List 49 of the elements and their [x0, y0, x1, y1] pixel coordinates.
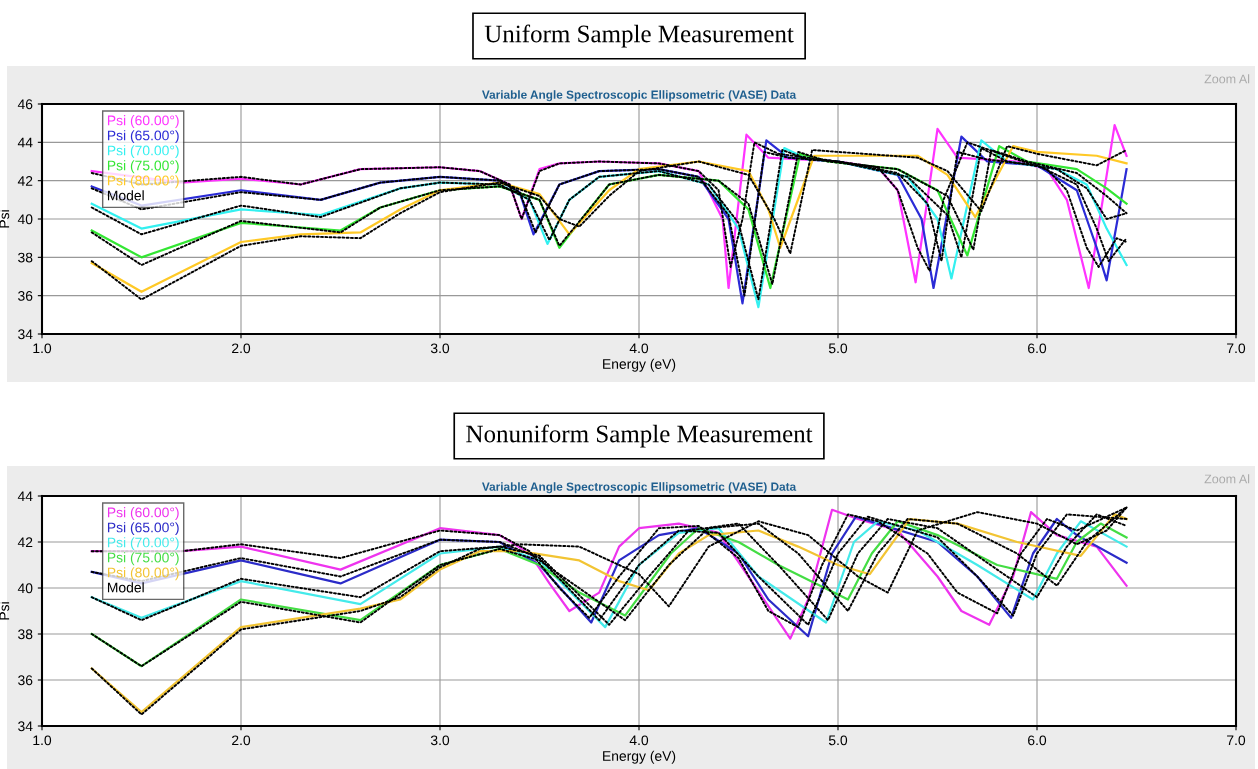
- x-tick-label: 7.0: [1227, 735, 1246, 746]
- x-tick-label: 5.0: [828, 735, 848, 746]
- x-tick-label: 6.0: [1028, 343, 1047, 354]
- chart-title: Nonuniform Sample Measurement: [466, 424, 813, 448]
- y-tick-label: 36: [18, 675, 33, 686]
- x-tick-label: 5.0: [828, 343, 848, 354]
- x-tick-label: 1.0: [33, 343, 52, 354]
- y-tick-label: 42: [17, 537, 33, 548]
- text: Model: [107, 582, 144, 593]
- text: Zoom Al: [1204, 474, 1250, 484]
- x-tick-label: 3.0: [430, 343, 450, 354]
- text: Psi (70.00°): [107, 537, 179, 551]
- x-axis-title: Energy (eV): [603, 750, 676, 764]
- x-axis-title: Energy (eV): [603, 358, 676, 372]
- text: Psi (80.00°): [107, 175, 179, 189]
- x-tick-label: 1.0: [33, 735, 52, 746]
- text: Psi (70.00°): [107, 145, 179, 159]
- y-tick-label: 44: [17, 491, 33, 502]
- x-tick-label: 2.0: [232, 735, 251, 746]
- y-tick-label: 40: [17, 214, 33, 225]
- y-tick-label: 36: [18, 291, 33, 301]
- text: Psi (75.00°): [107, 552, 179, 566]
- text: Psi (80.00°): [107, 567, 179, 581]
- y-tick-label: 44: [17, 137, 33, 148]
- x-tick-label: 2.0: [232, 343, 251, 354]
- y-tick-label: 34: [18, 721, 33, 732]
- chart-subtitle: Variable Angle Spectroscopic Ellipsometric (VASE) Data: [481, 90, 797, 102]
- x-tick-label: 4.0: [629, 343, 649, 354]
- text: Zoom Al: [1204, 74, 1250, 84]
- y-tick-label: 42: [17, 176, 33, 186]
- y-tick-label: 38: [18, 629, 33, 640]
- y-tick-label: 34: [18, 329, 33, 340]
- chart-subtitle: Variable Angle Spectroscopic Ellipsometric (VASE) Data: [481, 482, 797, 494]
- text: Psi (60.00°): [107, 507, 179, 521]
- x-tick-label: 7.0: [1227, 343, 1246, 354]
- text: Psi (60.00°): [107, 115, 179, 129]
- y-tick-label: 38: [18, 252, 33, 263]
- y-tick-label: 40: [17, 583, 33, 594]
- y-axis-title: Psi: [0, 602, 10, 620]
- text: Psi (75.00°): [107, 160, 179, 174]
- text: Psi (65.00°): [107, 522, 179, 536]
- x-tick-label: 3.0: [430, 735, 450, 746]
- x-tick-label: 4.0: [629, 735, 649, 746]
- series-label: Model: [107, 190, 144, 201]
- text: Psi (65.00°): [107, 130, 179, 144]
- chart-title: Uniform Sample Measurement: [484, 24, 794, 48]
- x-tick-label: 6.0: [1028, 735, 1047, 746]
- y-axis-title: Psi: [0, 210, 10, 228]
- y-tick-label: 46: [17, 99, 33, 110]
